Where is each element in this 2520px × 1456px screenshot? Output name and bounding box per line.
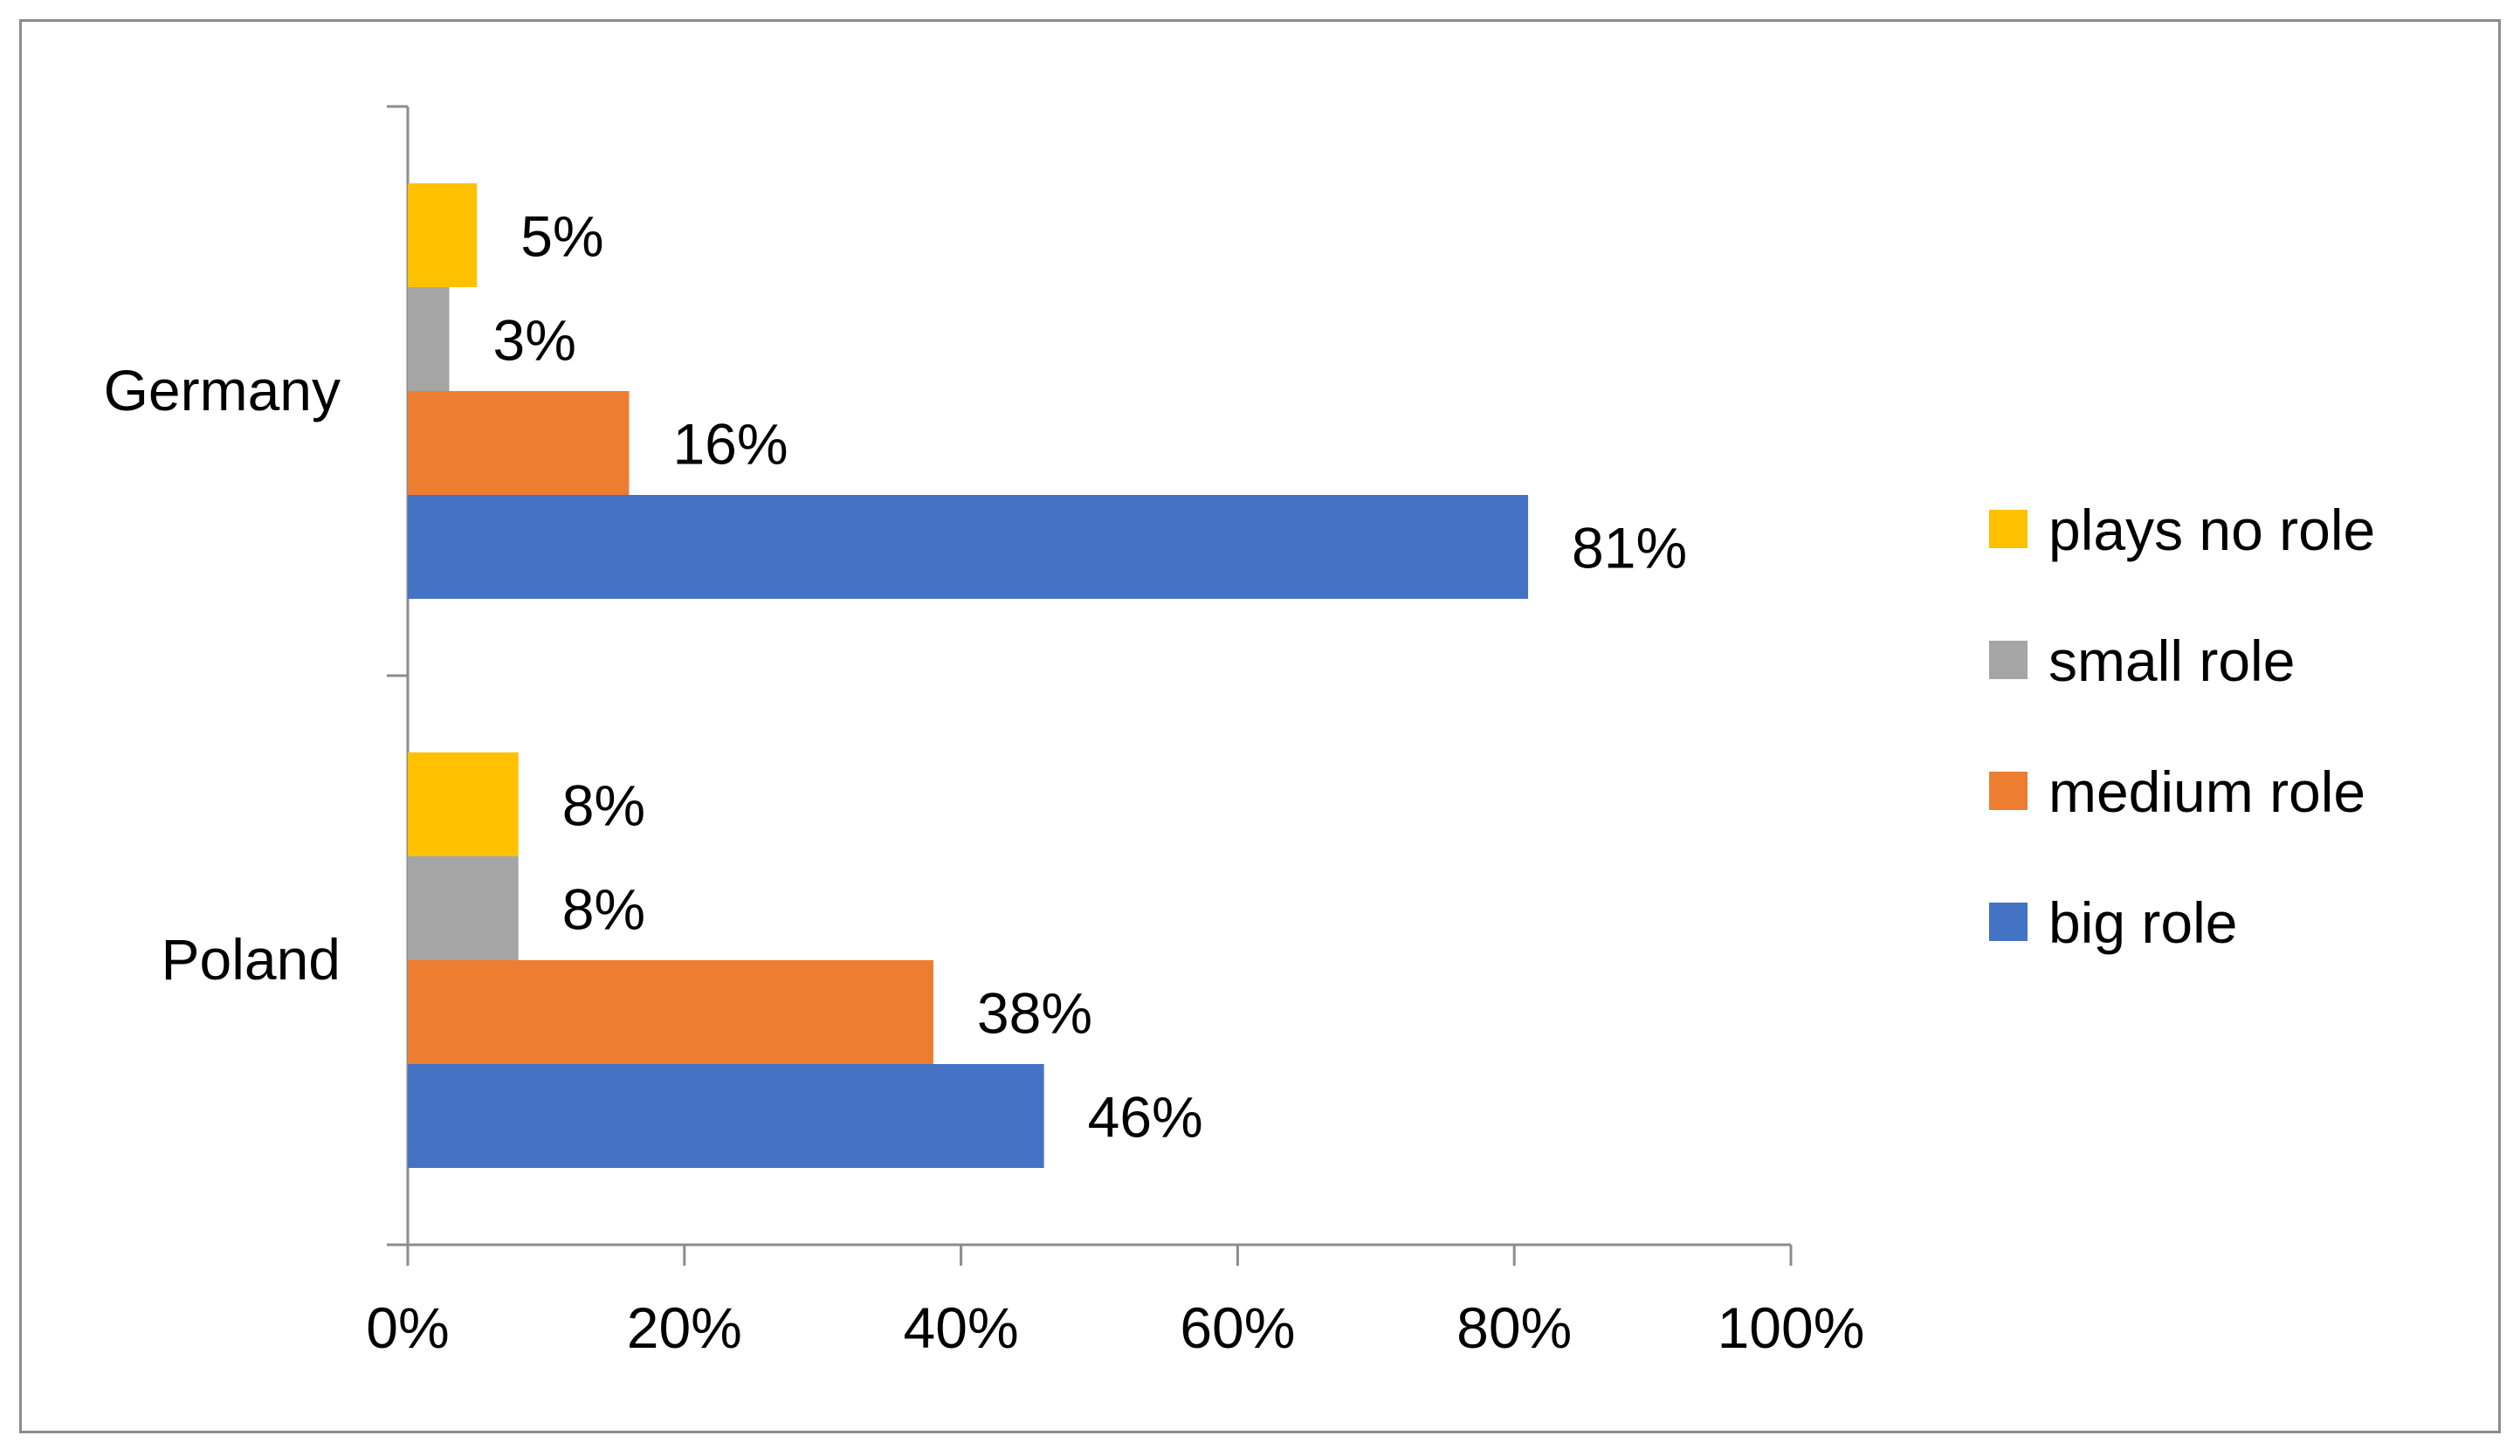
legend-label: medium role bbox=[2048, 759, 2365, 824]
legend-swatch bbox=[1989, 641, 2028, 679]
bars bbox=[408, 183, 1529, 1168]
data-labels: 5% 3% 16% 81% 8% 8% 38% 46% bbox=[493, 204, 1688, 1150]
data-label: 3% bbox=[493, 308, 576, 373]
x-tick-label: 100% bbox=[1718, 1295, 1865, 1360]
category-label: Poland bbox=[161, 927, 341, 992]
bar bbox=[408, 183, 478, 287]
bar bbox=[408, 391, 630, 495]
legend-swatch bbox=[1989, 903, 2028, 941]
x-tick-label: 60% bbox=[1180, 1295, 1295, 1360]
bar bbox=[408, 495, 1529, 599]
legend-swatch bbox=[1989, 510, 2028, 548]
category-label: Germany bbox=[104, 358, 341, 422]
bar bbox=[408, 287, 450, 391]
legend-label: small role bbox=[2048, 628, 2295, 693]
legend-label: plays no role bbox=[2048, 498, 2375, 562]
data-label: 38% bbox=[977, 981, 1092, 1046]
data-label: 16% bbox=[672, 412, 788, 477]
data-label: 81% bbox=[1572, 516, 1687, 580]
x-tick-label: 20% bbox=[627, 1295, 742, 1360]
data-label: 8% bbox=[562, 773, 645, 838]
data-label: 5% bbox=[520, 204, 603, 269]
legend-swatch bbox=[1989, 772, 2028, 810]
bar bbox=[408, 960, 933, 1064]
axes: 0% 20% 40% 60% 80% 100% Germany Poland bbox=[104, 105, 1865, 1360]
legend-label: big role bbox=[2048, 890, 2237, 955]
x-tick-label: 0% bbox=[366, 1295, 449, 1360]
data-label: 8% bbox=[562, 877, 645, 942]
legend: plays no role small role medium role big ro… bbox=[1989, 498, 2375, 955]
x-tick-label: 40% bbox=[904, 1295, 1019, 1360]
bar bbox=[408, 1064, 1044, 1168]
x-tick-label: 80% bbox=[1456, 1295, 1572, 1360]
data-label: 46% bbox=[1088, 1085, 1203, 1150]
bar bbox=[408, 752, 519, 856]
bar bbox=[408, 856, 519, 960]
